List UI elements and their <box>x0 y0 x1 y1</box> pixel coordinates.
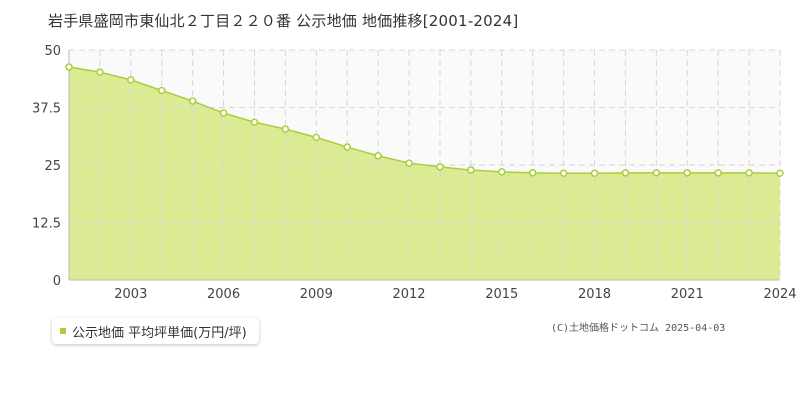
data-point <box>590 169 599 178</box>
x-tick-label: 2024 <box>763 287 796 302</box>
data-point <box>157 86 166 95</box>
data-point <box>745 169 753 177</box>
y-tick-label: 50 <box>44 44 61 59</box>
data-point <box>127 76 135 84</box>
data-point <box>714 169 722 177</box>
data-point <box>188 97 197 105</box>
legend-swatch-icon <box>60 328 66 334</box>
data-point <box>776 169 784 178</box>
chart-title: 岩手県盛岡市東仙北２丁目２２０番 公示地価 地価推移[2001-2024] <box>48 12 519 30</box>
legend: 公示地価 平均坪単価(万円/坪) <box>52 318 259 344</box>
x-tick-label: 2009 <box>300 287 333 302</box>
y-tick-label: 25 <box>44 159 61 174</box>
x-tick-label: 2021 <box>671 287 704 302</box>
data-point <box>436 163 444 171</box>
data-point <box>498 168 506 176</box>
data-point <box>467 166 475 174</box>
y-tick-label: 0 <box>53 274 61 289</box>
data-point <box>312 133 321 142</box>
legend-label: 公示地価 平均坪単価(万円/坪) <box>72 325 247 341</box>
data-point <box>281 125 290 133</box>
copyright-text: (C)土地価格ドットコム 2025-04-03 <box>551 323 726 334</box>
data-point <box>250 118 259 126</box>
x-tick-label: 2006 <box>207 287 240 302</box>
x-tick-label: 2012 <box>392 287 425 302</box>
data-point <box>374 152 382 160</box>
data-point <box>683 169 692 177</box>
data-point <box>343 143 351 151</box>
x-tick-label: 2003 <box>114 287 147 302</box>
x-tick-label: 2018 <box>578 287 611 302</box>
x-tick-label: 2015 <box>485 287 518 302</box>
y-tick-label: 12.5 <box>32 217 61 232</box>
data-point <box>96 68 104 76</box>
series-line <box>68 66 781 175</box>
data-point <box>405 159 413 167</box>
data-point <box>652 169 661 177</box>
y-tick-label: 37.5 <box>32 102 61 117</box>
data-point <box>65 63 73 71</box>
data-point <box>559 169 568 178</box>
data-point <box>219 109 228 117</box>
data-point <box>528 169 537 177</box>
data-point <box>621 169 630 177</box>
